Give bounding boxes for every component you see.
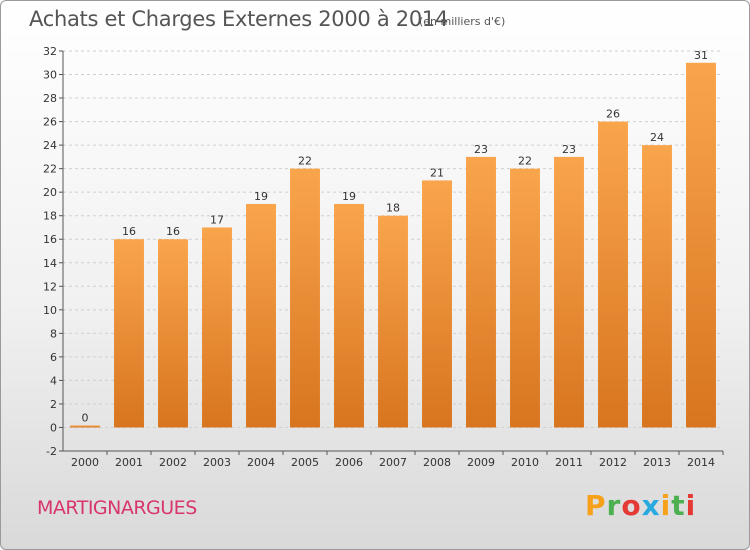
bar [422,180,452,428]
x-tick-label: 2002 [159,456,187,469]
data-label: 26 [606,108,620,121]
bar [554,156,584,428]
y-tick-label: 8 [50,327,57,340]
bars [70,62,716,428]
y-tick-label: 10 [43,304,57,317]
x-tick-label: 2009 [467,456,495,469]
data-label: 21 [430,166,444,179]
data-labels: 0 16 16 17 19 22 19 18 21 23 22 23 26 24 31 [82,49,709,425]
bar [246,203,276,428]
y-tick-label: 12 [43,280,57,293]
y-tick-label: 18 [43,210,57,223]
x-tick-label: 2013 [643,456,671,469]
proxiti-logo: Proxiti [585,489,696,522]
commune-name: MARTIGNARGUES [37,497,197,519]
logo-letter: i [660,489,672,522]
y-tick-label: 24 [43,139,57,152]
bar [114,239,144,428]
data-label: 16 [122,225,136,238]
x-tick-label: 2010 [511,456,539,469]
x-tick-label: 2000 [71,456,99,469]
y-tick-label: 30 [43,69,57,82]
x-tick-label: 2007 [379,456,407,469]
bar [202,227,232,428]
y-tick-label: 22 [43,163,57,176]
data-label: 22 [298,155,312,168]
logo-letter: x [641,489,661,522]
bar [70,425,100,428]
x-tick-label: 2008 [423,456,451,469]
data-label: 18 [386,202,400,215]
logo-letter: t [671,489,686,522]
y-tick-label: 28 [43,92,57,105]
chart-unit-note: (en milliers d'€) [419,15,506,28]
logo-letter: P [585,489,607,522]
bar [686,62,716,428]
bar [378,215,408,428]
y-tick-label: 0 [50,421,57,434]
y-tick-label: 6 [50,351,57,364]
chart-title: Achats et Charges Externes 2000 à 2014 [29,7,449,31]
x-tick-label: 2011 [555,456,583,469]
logo-letter: o [621,489,642,522]
x-tick-label: 2012 [599,456,627,469]
data-label: 31 [694,49,708,62]
bar [598,121,628,428]
y-tick-label: 32 [43,45,57,58]
bar [642,145,672,428]
data-label: 19 [254,190,268,203]
data-label: 0 [82,411,89,424]
data-label: 24 [650,131,664,144]
data-label: 17 [210,213,224,226]
logo-letter: i [685,489,697,522]
y-tick-label: 14 [43,257,57,270]
data-label: 22 [518,155,532,168]
x-tick-label: 2014 [687,456,715,469]
bar [334,203,364,428]
data-label: 19 [342,190,356,203]
y-tick-label: 2 [50,398,57,411]
logo-letter: r [606,489,622,522]
data-label: 23 [474,143,488,156]
y-tick-label: 16 [43,233,57,246]
data-label: 16 [166,225,180,238]
x-tick-label: 2001 [115,456,143,469]
bar [466,156,496,428]
y-tick-label: 26 [43,116,57,129]
data-label: 23 [562,143,576,156]
x-tick-label: 2004 [247,456,275,469]
x-tick-label: 2005 [291,456,319,469]
y-tick-label: -2 [46,445,57,458]
y-tick-label: 4 [50,374,57,387]
bar [290,168,320,428]
x-tick-label: 2006 [335,456,363,469]
x-tick-label: 2003 [203,456,231,469]
y-tick-label: 20 [43,186,57,199]
bar [158,239,188,428]
bar [510,168,540,428]
